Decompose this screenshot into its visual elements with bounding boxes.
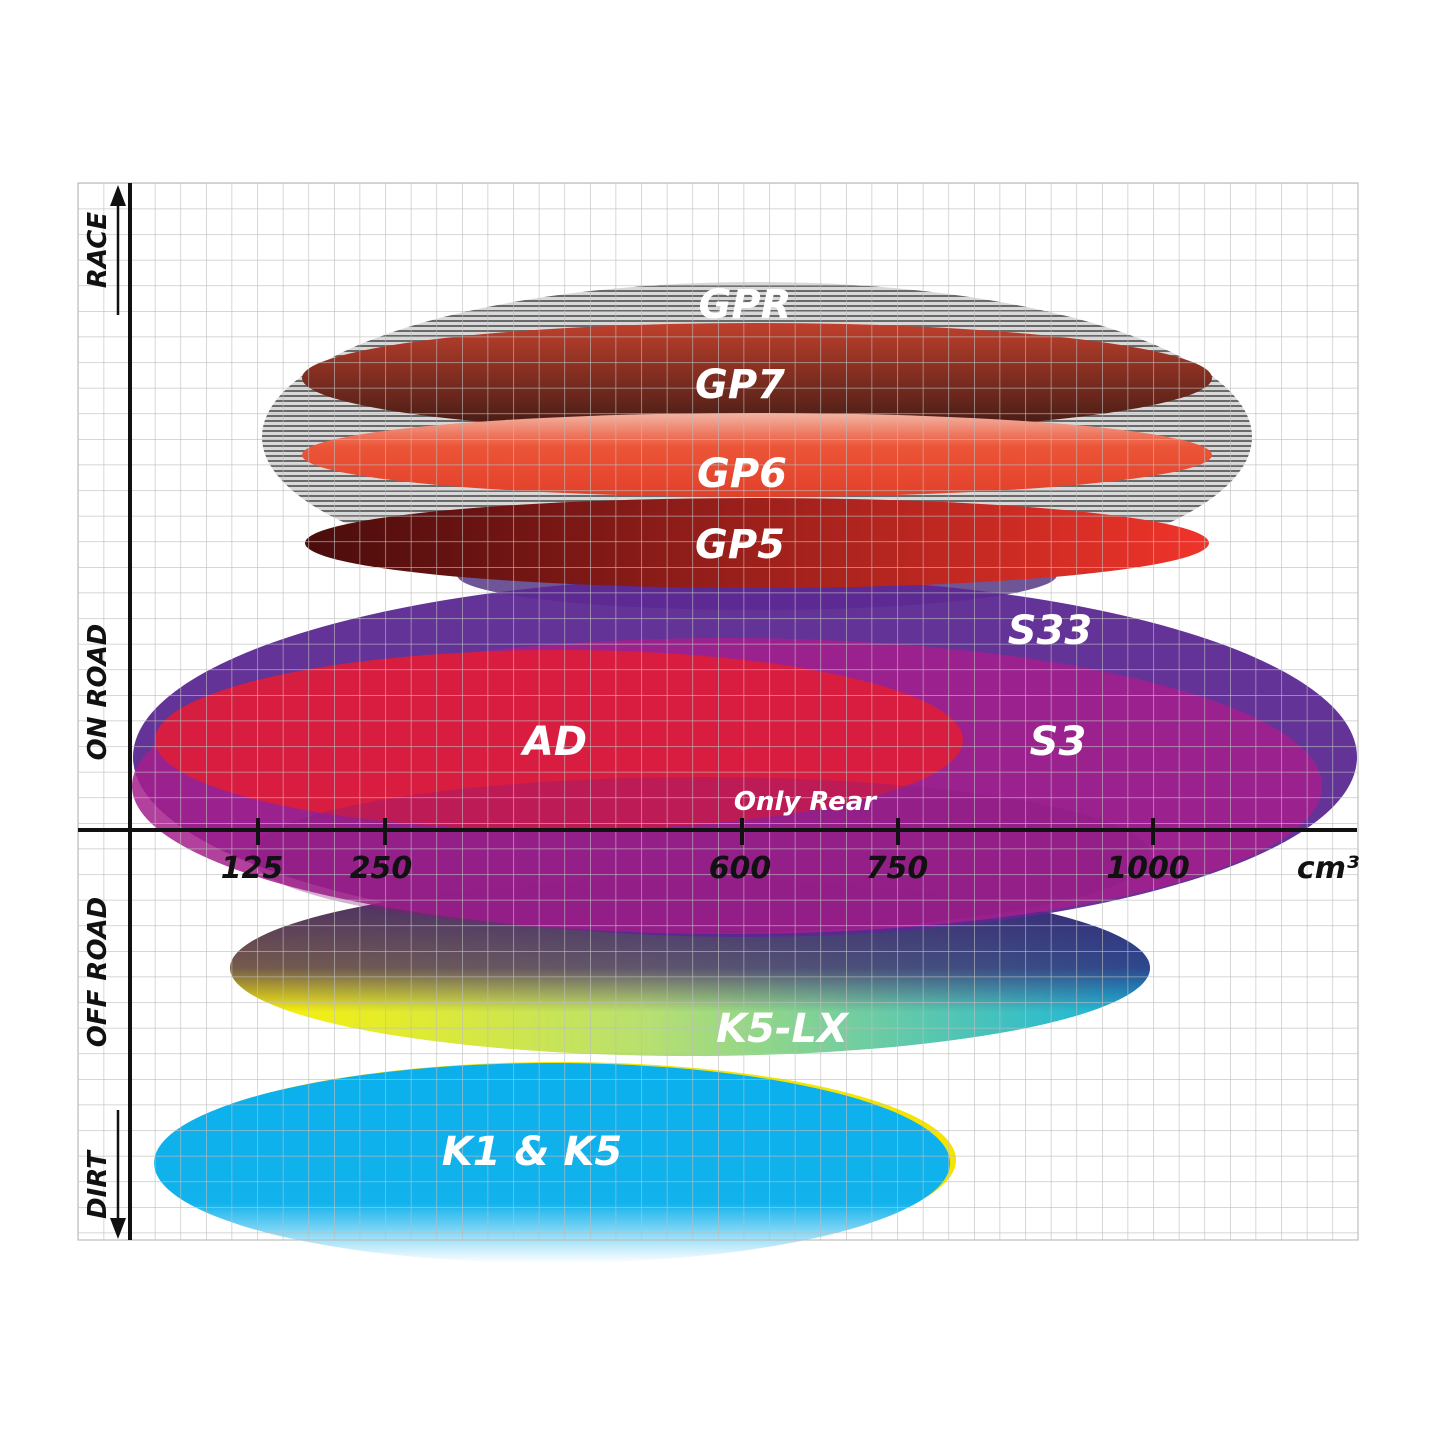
label-k1-k5: K1 & K5	[442, 1129, 622, 1175]
label-only-rear: Only Rear	[734, 787, 878, 817]
label-gp5: GP5	[695, 522, 785, 568]
x-ticks	[256, 818, 1155, 845]
label-k5-lx: K5-LX	[716, 1006, 850, 1052]
grid	[77, 182, 1359, 1241]
tick-label-125: 125	[221, 851, 284, 886]
label-s3: S3	[1030, 719, 1087, 765]
y-label-on-road: ON ROAD	[83, 624, 113, 761]
y-label-race: RACE	[83, 212, 113, 288]
label-ad: AD	[520, 719, 587, 765]
tick-label-250: 250	[350, 851, 413, 886]
x-axis-unit: cm³	[1297, 851, 1359, 886]
tick-label-750: 750	[866, 851, 929, 886]
label-gp7: GP7	[695, 362, 785, 408]
label-gpr: GPR	[699, 282, 792, 328]
label-gp6: GP6	[697, 451, 787, 497]
y-label-dirt: DIRT	[83, 1149, 113, 1219]
label-s33: S33	[1008, 608, 1092, 654]
tick-label-600: 600	[709, 851, 772, 886]
down-arrow-icon	[110, 1110, 126, 1239]
tick-label-1000: 1000	[1106, 851, 1190, 886]
up-arrow-icon	[110, 185, 126, 315]
y-label-off-road: OFF ROAD	[83, 897, 113, 1048]
